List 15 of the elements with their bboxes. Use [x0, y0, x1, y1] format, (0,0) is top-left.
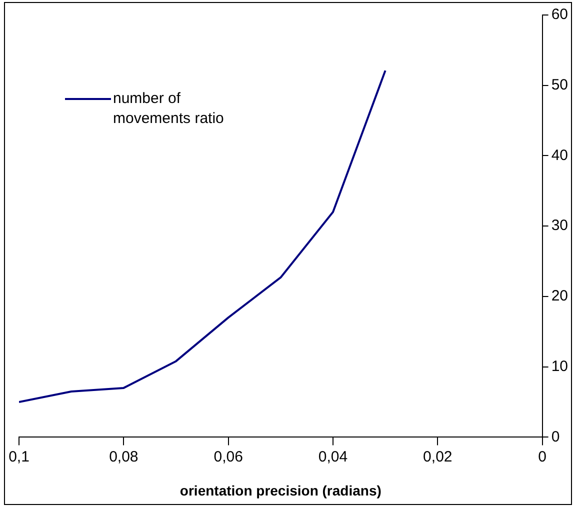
x-tick-label: 0,04 — [318, 448, 348, 466]
y-tick-label: 20 — [551, 288, 568, 305]
x-tick-label: 0,08 — [109, 448, 138, 466]
x-tick-label: 0,02 — [423, 448, 452, 466]
y-tick-label: 0 — [551, 428, 560, 446]
y-tick-label: 40 — [551, 146, 568, 164]
x-tick-label: 0,1 — [8, 448, 30, 466]
y-tick-label: 10 — [551, 358, 568, 375]
x-tick-label: 0 — [538, 448, 546, 466]
y-tick-label: 30 — [551, 217, 568, 234]
y-tick-label: 50 — [551, 76, 568, 94]
x-tick-label: 0,06 — [214, 448, 243, 466]
y-tick-label: 60 — [551, 6, 568, 24]
legend-label: number of movements ratio — [113, 89, 224, 129]
x-axis-title: orientation precision (radians) — [180, 482, 382, 498]
